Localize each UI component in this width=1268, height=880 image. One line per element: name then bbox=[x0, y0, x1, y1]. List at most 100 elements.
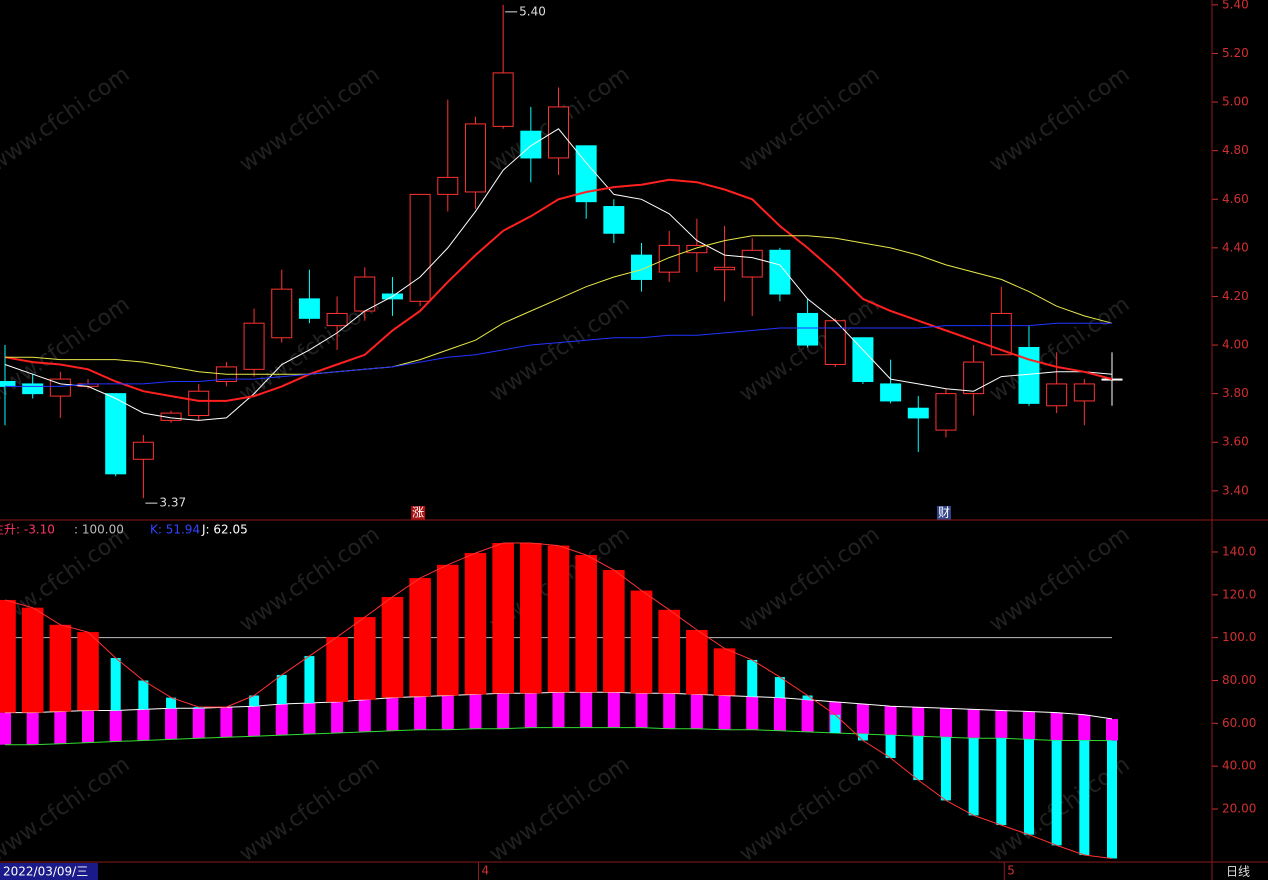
candle-body bbox=[714, 266, 736, 271]
main-bar bbox=[802, 695, 813, 700]
annotation-label: 5.40 bbox=[519, 4, 546, 18]
band-bar bbox=[386, 697, 399, 731]
candle-body bbox=[963, 361, 985, 395]
y-tick-label: 20.00 bbox=[1222, 801, 1256, 815]
main-bar bbox=[547, 545, 570, 693]
main-bar bbox=[686, 629, 708, 695]
band-bar bbox=[0, 712, 11, 745]
candle-body bbox=[603, 206, 625, 234]
annotation-label: 3.37 bbox=[159, 496, 186, 510]
marker-box bbox=[411, 506, 426, 520]
band-bar bbox=[773, 697, 786, 731]
band-bar bbox=[524, 693, 537, 728]
band-bar bbox=[884, 706, 897, 736]
main-bar bbox=[658, 609, 680, 694]
main-bar bbox=[21, 607, 44, 713]
main-bar bbox=[968, 738, 979, 816]
y-tick-label: 5.40 bbox=[1222, 0, 1249, 11]
main-bar bbox=[996, 738, 1007, 826]
y-tick-label: 4.40 bbox=[1222, 240, 1249, 254]
band-bar bbox=[690, 694, 703, 729]
band-bar bbox=[441, 695, 454, 730]
period-label: 日线 bbox=[1226, 865, 1250, 879]
band-bar bbox=[109, 710, 122, 742]
candle-body bbox=[326, 312, 348, 327]
candle-body bbox=[769, 249, 791, 295]
band-bar bbox=[331, 701, 344, 733]
band-bar bbox=[497, 693, 510, 729]
main-bar bbox=[276, 674, 287, 705]
band-bar bbox=[663, 693, 676, 729]
band-bar bbox=[746, 696, 759, 730]
band-bar bbox=[26, 712, 39, 745]
line bbox=[4, 128, 1113, 421]
main-bar bbox=[520, 542, 542, 694]
y-tick-label: 4.00 bbox=[1222, 338, 1249, 352]
band-bar bbox=[303, 702, 316, 735]
candle-body bbox=[464, 123, 486, 193]
candle-body bbox=[409, 193, 431, 302]
line bbox=[5, 691, 1113, 720]
main-bar bbox=[437, 564, 459, 696]
main-bar bbox=[409, 578, 431, 697]
main-bar bbox=[353, 617, 376, 700]
x-tick-label: 4 bbox=[481, 864, 489, 878]
band-bar bbox=[1078, 714, 1091, 741]
candle-body bbox=[907, 407, 929, 419]
cursor-date-box bbox=[0, 863, 98, 880]
main-bar bbox=[326, 637, 348, 702]
main-bar bbox=[857, 734, 868, 741]
candle-body bbox=[49, 378, 71, 397]
y-tick-label: 100.0 bbox=[1222, 630, 1256, 644]
candle-body bbox=[852, 337, 874, 382]
marker-label: 财 bbox=[938, 506, 950, 520]
candle-body bbox=[354, 276, 376, 312]
main-bar bbox=[166, 697, 177, 709]
band-bar bbox=[635, 693, 648, 728]
x-tick-label: 5 bbox=[1007, 864, 1015, 878]
cursor-date: 2022/03/09/三 bbox=[3, 865, 88, 879]
candle-body bbox=[160, 412, 182, 421]
main-bar bbox=[0, 599, 16, 713]
candle-body bbox=[880, 383, 902, 402]
main-bar bbox=[138, 680, 149, 710]
band-bar bbox=[275, 704, 288, 736]
main-bar bbox=[304, 656, 315, 703]
y-tick-label: 40.00 bbox=[1222, 759, 1256, 773]
y-tick-label: 3.80 bbox=[1222, 386, 1249, 400]
candle-body bbox=[1073, 383, 1095, 402]
candle-body bbox=[797, 312, 819, 346]
band-bar bbox=[82, 710, 95, 743]
band-bar bbox=[248, 706, 261, 737]
candle-body bbox=[1101, 378, 1123, 381]
candle-body bbox=[243, 322, 265, 370]
main-bar bbox=[603, 569, 625, 693]
y-tick-label: 140.0 bbox=[1222, 544, 1256, 558]
candle-body bbox=[741, 249, 763, 278]
candle-body bbox=[132, 441, 154, 460]
main-bar bbox=[630, 590, 653, 694]
band-bar bbox=[607, 692, 620, 728]
line bbox=[4, 542, 1113, 859]
marker-box bbox=[936, 506, 951, 520]
band-bar bbox=[967, 709, 980, 739]
band-bar bbox=[54, 711, 67, 744]
candle-body bbox=[824, 320, 846, 365]
main-bar bbox=[913, 736, 924, 781]
main-bar bbox=[1023, 739, 1034, 835]
band-bar bbox=[1022, 711, 1035, 740]
candle-body bbox=[686, 244, 708, 254]
candle-body bbox=[631, 254, 653, 280]
y-tick-label: 3.40 bbox=[1222, 483, 1249, 497]
candle-body bbox=[990, 312, 1012, 356]
main-bar bbox=[1051, 740, 1062, 846]
line bbox=[5, 235, 1113, 375]
main-bar bbox=[381, 596, 404, 698]
band-bar bbox=[718, 695, 731, 730]
candle-body bbox=[520, 130, 542, 159]
candle-body bbox=[22, 383, 44, 395]
band-bar bbox=[580, 692, 593, 728]
main-bar bbox=[464, 553, 487, 695]
